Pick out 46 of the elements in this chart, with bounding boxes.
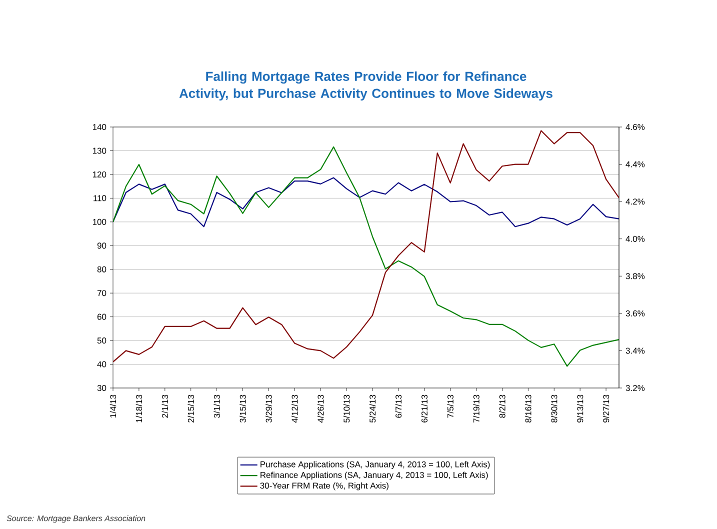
y-tick-label: 60 bbox=[97, 314, 106, 320]
y-tick-label: 50 bbox=[97, 338, 106, 344]
x-tick-label: 3/1/13 bbox=[214, 394, 220, 418]
source-note: Source: Mortgage Bankers Association bbox=[6, 515, 146, 523]
x-tick-label: 2/15/13 bbox=[188, 394, 194, 422]
x-tick-label: 7/5/13 bbox=[447, 394, 454, 418]
y2-tick-label: 3.4% bbox=[626, 348, 645, 354]
y2-tick-label: 3.6% bbox=[626, 310, 645, 316]
x-tick-label: 4/12/13 bbox=[292, 394, 298, 423]
y-tick-label: 40 bbox=[97, 361, 106, 368]
y-tick-label: 30 bbox=[97, 384, 106, 392]
y-tick-label: 90 bbox=[97, 242, 106, 249]
y-tick-label: 110 bbox=[94, 195, 106, 202]
line-series bbox=[113, 177, 620, 228]
x-tick-label: 6/21/13 bbox=[421, 394, 428, 422]
y2-tick-label: 3.2% bbox=[626, 384, 645, 391]
y-tick-label: 130 bbox=[92, 148, 106, 154]
legend-label: Refinance Appliations (SA, January 4, 2013 = 100, Left Axis) bbox=[260, 472, 488, 480]
x-tick-label: 7/19/13 bbox=[473, 394, 480, 422]
y2-tick-label: 4.6% bbox=[626, 124, 645, 130]
y-tick-label: 80 bbox=[97, 266, 106, 272]
x-tick-label: 1/18/13 bbox=[136, 394, 142, 422]
y-tick-label: 70 bbox=[97, 290, 106, 296]
y2-tick-label: 4.0% bbox=[626, 236, 645, 242]
x-tick-label: 9/13/13 bbox=[576, 394, 584, 422]
y-tick-label: 120 bbox=[92, 171, 106, 178]
x-tick-label: 2/1/13 bbox=[162, 394, 168, 418]
x-tick-label: 5/24/13 bbox=[369, 394, 376, 423]
y2-tick-label: 4.4% bbox=[626, 161, 645, 168]
x-tick-label: 3/29/13 bbox=[266, 394, 272, 423]
y-tick-label: 140 bbox=[92, 124, 106, 130]
x-tick-label: 4/26/13 bbox=[317, 394, 324, 423]
x-tick-label: 1/4/13 bbox=[110, 394, 116, 418]
x-tick-label: 3/15/13 bbox=[240, 394, 246, 423]
x-tick-label: 8/30/13 bbox=[551, 394, 558, 423]
legend-label: 30-Year FRM Rate (%, Right Axis) bbox=[260, 482, 388, 490]
legend-label: Purchase Applications (SA, January 4, 2013 = 100, Left Axis) bbox=[260, 461, 490, 470]
y2-tick-label: 4.2% bbox=[626, 198, 645, 205]
x-tick-label: 8/16/13 bbox=[525, 394, 532, 423]
x-tick-label: 9/27/13 bbox=[602, 394, 610, 422]
x-tick-label: 5/10/13 bbox=[343, 394, 350, 423]
y2-tick-label: 3.8% bbox=[626, 273, 645, 280]
chart-title: Falling Mortgage Rates Provide Floor for Refinance Activity, but Purchase Activity Continues to Move Sideways bbox=[179, 71, 552, 101]
y-tick-label: 100 bbox=[92, 218, 106, 225]
x-tick-label: 6/7/13 bbox=[395, 394, 402, 418]
x-tick-label: 8/2/13 bbox=[499, 394, 506, 418]
